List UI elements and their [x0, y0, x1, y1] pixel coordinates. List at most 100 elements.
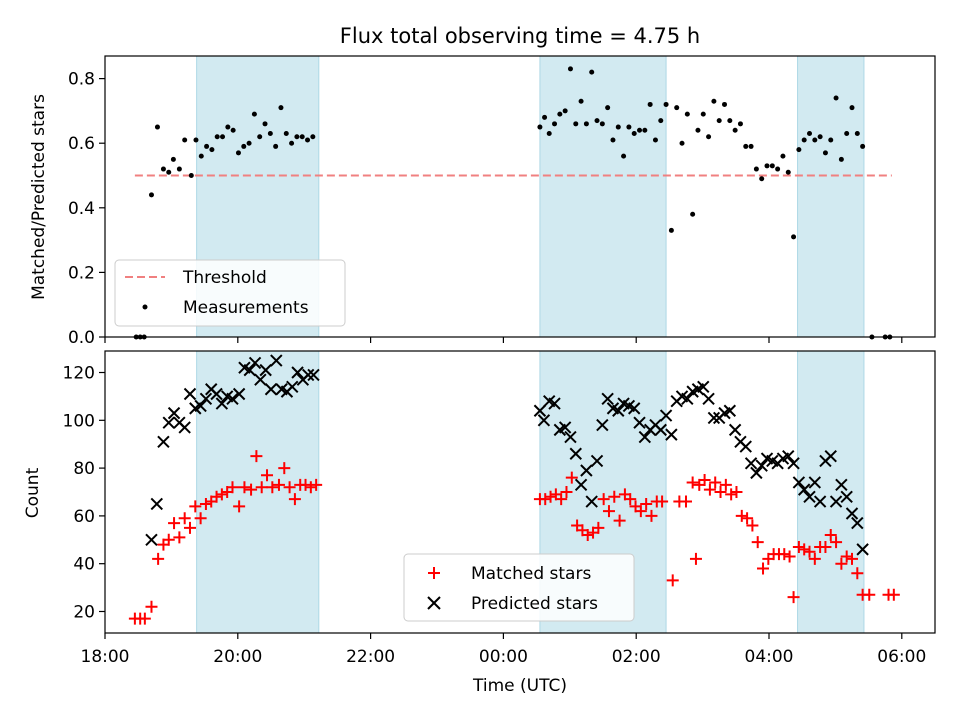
predicted-star-point: [851, 516, 864, 530]
matched-star-point: [288, 493, 301, 506]
predicted-star-point: [150, 497, 163, 511]
measurement-point: [769, 163, 775, 169]
measurement-point: [176, 166, 182, 172]
matched-star-point: [602, 505, 615, 518]
predicted-star-point: [835, 478, 848, 492]
predicted-star-point: [845, 507, 859, 520]
measurement-point: [684, 111, 690, 117]
y-tick-label: 120: [63, 364, 95, 384]
matched-star-point: [168, 517, 181, 530]
matched-star-point: [272, 478, 285, 491]
matched-star-point: [735, 509, 748, 522]
measurement-point: [658, 118, 664, 124]
matched-star-point: [803, 545, 816, 558]
measurement-point: [573, 121, 579, 127]
predicted-star-point: [739, 440, 752, 453]
measurement-point: [838, 156, 844, 162]
measurement-point: [690, 211, 696, 217]
shaded-interval: [797, 55, 865, 338]
matched-star-point: [238, 481, 251, 494]
count-legend: Matched stars Predicted stars: [403, 553, 635, 622]
threshold-legend-label: Threshold: [182, 268, 267, 288]
x-tick-label: 22:00: [346, 647, 395, 667]
predicted-star-point: [797, 483, 811, 496]
matched-star-point: [555, 493, 568, 506]
matched-star-point: [846, 552, 858, 565]
measurement-point: [310, 134, 316, 140]
measurement-point: [807, 131, 813, 137]
matched-star-point: [787, 591, 800, 604]
predicted-star-point: [533, 404, 547, 417]
predicted-stars-points: [145, 354, 869, 556]
matched-star-point: [634, 505, 647, 518]
measurement-point: [594, 118, 600, 124]
measurement-point: [294, 134, 300, 140]
predicted-star-point: [548, 397, 561, 410]
measurement-point: [796, 147, 802, 153]
measurement-point: [722, 101, 728, 107]
predicted-star-point: [728, 423, 742, 437]
measurement-point: [727, 118, 733, 124]
measurement-point: [615, 124, 621, 130]
count-panel: 20 40 60 80 100 120 18:00 20:00 22:00 00:00 02:00…: [23, 350, 936, 696]
measurement-point: [257, 134, 263, 140]
predicted-star-point: [226, 392, 239, 406]
measurement-point: [599, 121, 605, 127]
predicted-star-point: [723, 404, 737, 417]
matched-stars-points: [128, 450, 900, 625]
measurement-point: [780, 153, 786, 159]
measurements-legend-swatch: [142, 304, 148, 310]
matched-star-point: [597, 493, 610, 506]
matched-star-point: [613, 514, 626, 527]
measurement-point: [546, 131, 552, 137]
predicted-star-point: [654, 423, 667, 437]
matched-star-point: [544, 490, 557, 503]
x-tick-label: 04:00: [745, 647, 794, 667]
matched-star-point: [709, 476, 722, 489]
predicted-star-point: [792, 476, 806, 489]
measurement-point: [299, 134, 305, 140]
matched-star-point: [310, 478, 323, 491]
predicted-star-point: [580, 464, 593, 477]
predicted-star-point: [307, 368, 320, 382]
measurement-point: [828, 137, 834, 143]
measurement-point: [674, 105, 680, 111]
count-x-ticks: 18:00 20:00 22:00 00:00 02:00 04:00 06:00: [81, 633, 926, 667]
matched-star-point: [145, 600, 158, 613]
measurement-point: [753, 166, 759, 172]
predicted-star-point: [243, 363, 256, 377]
measurement-point: [817, 134, 823, 140]
matched-star-point: [278, 462, 291, 475]
measurement-point: [610, 137, 616, 143]
measurement-point: [552, 121, 558, 127]
measurement-point: [204, 143, 210, 149]
count-y-axis-label: Count: [23, 467, 43, 518]
matched-star-point: [581, 529, 594, 542]
measurement-point: [225, 124, 231, 130]
matched-star-point: [261, 469, 274, 482]
matched-star-point: [194, 512, 207, 525]
matched-star-point: [189, 500, 202, 513]
measurement-point: [246, 140, 252, 146]
measurement-point: [160, 166, 166, 172]
matched-star-point: [199, 497, 212, 510]
ratio-axes-frame: [104, 55, 936, 338]
measurement-point: [289, 140, 295, 146]
predicted-star-point: [558, 421, 572, 434]
matched-star-point: [851, 567, 864, 580]
matched-star-point: [751, 536, 764, 549]
predicted-star-point: [254, 373, 267, 386]
predicted-star-point: [702, 392, 715, 406]
predicted-star-point: [681, 392, 694, 406]
measurement-point: [170, 156, 176, 162]
matched-star-point: [757, 562, 770, 575]
predicted-star-point: [183, 387, 197, 401]
predicted-star-point: [286, 380, 299, 394]
ratio-legend: Threshold Measurements: [114, 259, 346, 327]
matched-star-point: [138, 612, 151, 625]
measurement-point: [154, 124, 160, 130]
measurement-point: [235, 150, 241, 156]
x-tick-label: 20:00: [213, 647, 262, 667]
measurement-point: [626, 124, 632, 130]
